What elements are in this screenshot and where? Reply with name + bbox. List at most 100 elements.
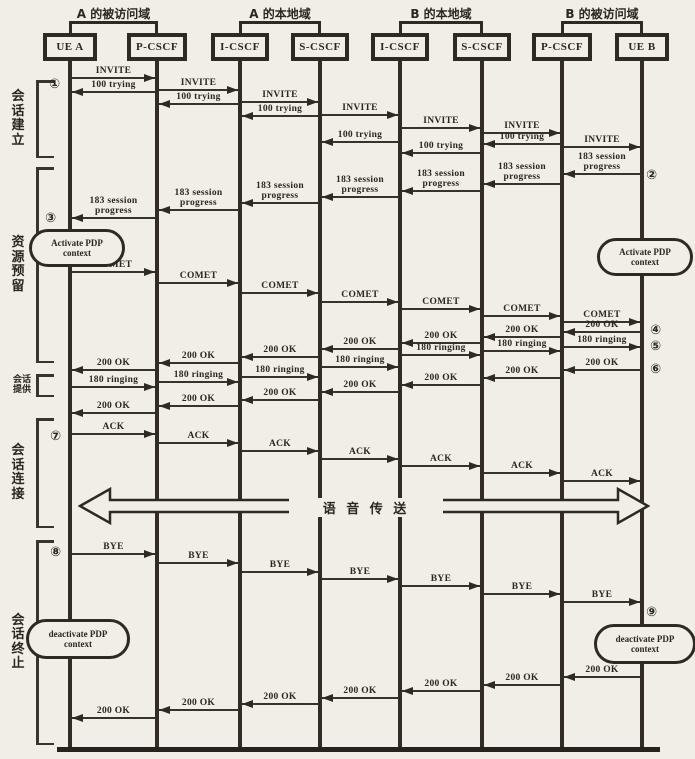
message-label-line: BYE <box>349 567 371 577</box>
message-label-26: COMET <box>542 310 662 320</box>
lifeline-s-cscf-b <box>480 61 484 752</box>
message-label-3: 100 trying <box>139 92 259 102</box>
message-arrowhead-67 <box>159 705 170 714</box>
message-label-line: COMET <box>503 304 541 314</box>
message-line-53 <box>484 472 560 474</box>
message-arrowhead-54 <box>629 476 640 485</box>
message-label-28: 200 OK <box>462 325 582 335</box>
message-label-line: ACK <box>429 454 452 464</box>
message-arrowhead-59 <box>469 581 480 590</box>
message-label-line: INVITE <box>504 121 540 131</box>
phase-label-line: 提供 <box>12 384 31 395</box>
message-line-25 <box>484 315 560 317</box>
message-arrowhead-33 <box>72 365 83 374</box>
message-arrowhead-57 <box>307 567 318 576</box>
message-arrowhead-0 <box>144 73 155 82</box>
message-label-line: 200 OK <box>96 401 131 411</box>
message-label-line: 200 OK <box>343 337 377 347</box>
message-line-29 <box>402 342 480 344</box>
message-label-57: BYE <box>220 560 340 570</box>
domain-label-0: A 的被访问域 <box>76 7 151 21</box>
lifeline-i-cscf-b <box>398 61 402 752</box>
message-label-line: 100 trying <box>418 141 464 151</box>
oval-label-line: deactivate PDP <box>48 628 108 639</box>
message-label-32: 200 OK <box>139 351 259 361</box>
message-label-33: 200 OK <box>54 358 174 368</box>
diagram-baseline <box>57 747 660 752</box>
domain-bracket-drop-right-3 <box>640 21 643 34</box>
message-label-line: INVITE <box>423 116 459 126</box>
message-label-58: BYE <box>300 567 420 577</box>
message-label-64: 200 OK <box>381 679 501 689</box>
domain-bracket-2 <box>399 21 483 24</box>
message-arrowhead-21 <box>227 278 238 287</box>
message-arrowhead-9 <box>402 148 413 157</box>
message-label-line: ACK <box>590 469 613 479</box>
message-arrowhead-61 <box>629 597 640 606</box>
message-label-8: INVITE <box>381 116 501 126</box>
message-line-7 <box>322 141 398 143</box>
message-arrowhead-19 <box>72 213 83 222</box>
message-label-27: 200 OK <box>542 320 662 330</box>
message-label-line: 180 ringing <box>255 365 305 375</box>
message-arrowhead-55 <box>144 549 155 558</box>
message-arrowhead-10 <box>549 128 560 137</box>
message-label-line: 180 ringing <box>497 339 547 349</box>
message-label-line: 200 OK <box>505 366 539 376</box>
lifeline-ue-b <box>640 61 644 752</box>
entity-box-p-cscf-b: P-CSCF <box>532 33 592 61</box>
message-label-line: COMET <box>261 281 299 291</box>
message-arrowhead-49 <box>227 438 238 447</box>
message-line-50 <box>242 450 318 452</box>
step-number-3: ③ <box>45 211 57 226</box>
message-label-36: 180 ringing <box>381 343 501 353</box>
message-label-40: 180 ringing <box>54 375 174 385</box>
message-label-63: 200 OK <box>462 673 582 683</box>
message-line-14 <box>484 183 560 185</box>
message-line-43 <box>402 384 480 386</box>
message-line-48 <box>72 433 155 435</box>
message-label-line: progress <box>180 198 217 208</box>
oval-label-line: Activate PDP <box>51 237 103 248</box>
domain-bracket-drop-right-0 <box>155 21 158 34</box>
message-arrowhead-22 <box>307 288 318 297</box>
message-arrowhead-46 <box>159 401 170 410</box>
message-line-45 <box>242 399 318 401</box>
domain-bracket-drop-left-0 <box>69 21 72 34</box>
message-line-44 <box>322 391 398 393</box>
phase-label-char: 资 <box>11 235 25 250</box>
message-label-68: 200 OK <box>54 706 174 716</box>
message-arrowhead-11 <box>484 139 495 148</box>
step-number-5: ⑤ <box>650 339 662 354</box>
step-number-6: ⑥ <box>650 362 662 377</box>
phase-label-char: 预 <box>11 264 25 279</box>
message-arrowhead-15 <box>402 186 413 195</box>
message-label-line: ACK <box>102 422 125 432</box>
message-arrowhead-14 <box>484 179 495 188</box>
message-arrowhead-37 <box>387 362 398 371</box>
message-label-line: progress <box>95 206 132 216</box>
message-arrowhead-18 <box>159 205 170 214</box>
message-label-5: 100 trying <box>220 104 340 114</box>
domain-bracket-drop-left-1 <box>239 21 242 34</box>
phase-bracket-bottom-0 <box>36 155 54 158</box>
message-line-61 <box>564 601 640 603</box>
phase-bracket-top-3 <box>36 418 54 421</box>
domain-bracket-drop-right-2 <box>480 21 483 34</box>
message-label-67: 200 OK <box>139 698 259 708</box>
message-label-line: 200 OK <box>263 692 297 702</box>
phase-bracket-bottom-2 <box>36 394 54 397</box>
message-arrowhead-23 <box>387 297 398 306</box>
entity-box-s-cscf-b: S-CSCF <box>453 33 511 61</box>
phase-bracket-1 <box>36 167 39 363</box>
message-label-66: 200 OK <box>220 692 340 702</box>
message-label-62: 200 OK <box>542 665 662 675</box>
message-label-47: 200 OK <box>54 401 174 411</box>
phase-bracket-top-4 <box>36 540 54 543</box>
message-label-line: progress <box>583 162 621 172</box>
message-arrowhead-31 <box>242 352 253 361</box>
message-line-65 <box>322 697 398 699</box>
message-line-47 <box>72 412 155 414</box>
message-label-42: 200 OK <box>462 366 582 376</box>
message-label-43: 200 OK <box>381 373 501 383</box>
